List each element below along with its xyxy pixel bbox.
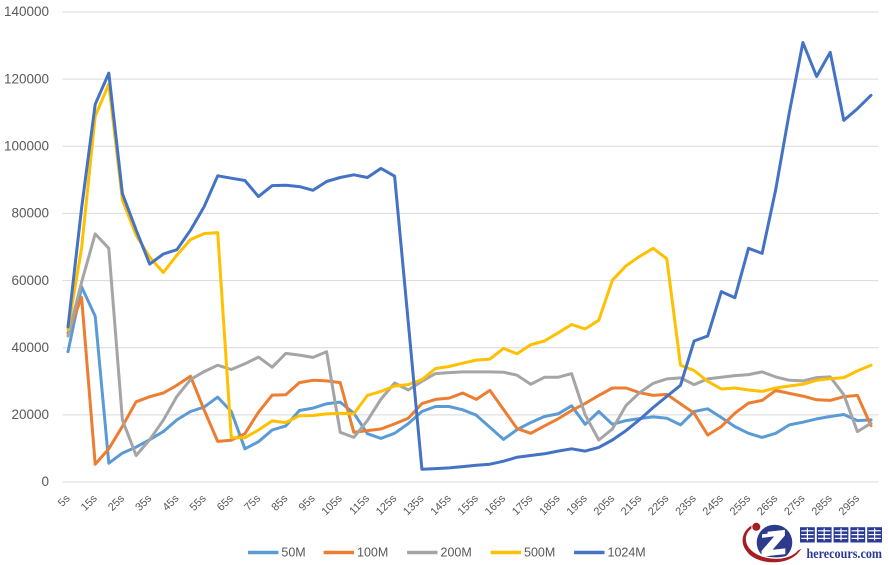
svg-text:40000: 40000	[11, 340, 49, 355]
svg-text:60000: 60000	[11, 273, 49, 288]
svg-text:80000: 80000	[11, 206, 49, 221]
svg-text:20000: 20000	[11, 407, 49, 422]
svg-text:0: 0	[41, 474, 49, 489]
svg-text:100M: 100M	[357, 546, 388, 560]
svg-text:100000: 100000	[4, 139, 49, 154]
svg-text:140000: 140000	[4, 4, 49, 19]
svg-text:500M: 500M	[524, 546, 555, 560]
svg-text:herecours.com: herecours.com	[807, 546, 883, 561]
svg-text:1024M: 1024M	[608, 546, 646, 560]
svg-text:120000: 120000	[4, 71, 49, 86]
svg-text:50M: 50M	[281, 546, 305, 560]
svg-text:200M: 200M	[441, 546, 472, 560]
